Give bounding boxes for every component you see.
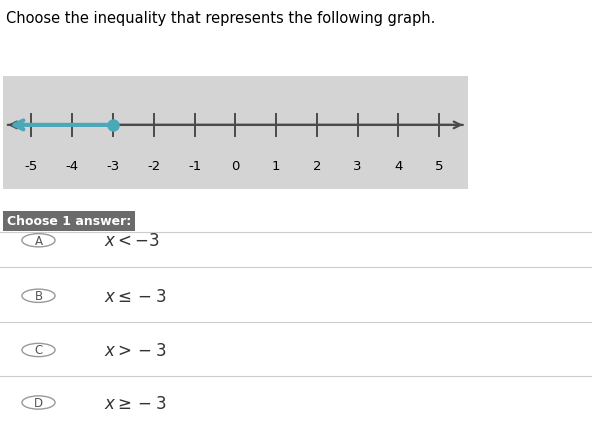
Text: -1: -1	[188, 159, 201, 173]
Text: Choose 1 answer:: Choose 1 answer:	[7, 215, 131, 228]
Text: $x \leq -3$: $x \leq -3$	[104, 287, 166, 305]
Text: 4: 4	[394, 159, 403, 173]
Text: $x > -3$: $x > -3$	[104, 341, 166, 359]
Text: 2: 2	[313, 159, 321, 173]
Text: C: C	[34, 344, 43, 357]
Text: B: B	[34, 290, 43, 302]
Text: D: D	[34, 396, 43, 409]
Text: 3: 3	[353, 159, 362, 173]
Text: $x < -3$: $x < -3$	[104, 232, 159, 250]
Text: -3: -3	[107, 159, 120, 173]
Text: 5: 5	[435, 159, 443, 173]
Text: -4: -4	[66, 159, 79, 173]
Text: Choose the inequality that represents the following graph.: Choose the inequality that represents th…	[6, 11, 435, 26]
Text: -5: -5	[25, 159, 38, 173]
Text: A: A	[34, 234, 43, 247]
Text: 0: 0	[231, 159, 240, 173]
Text: 1: 1	[272, 159, 281, 173]
Text: -2: -2	[147, 159, 160, 173]
Text: $x \geq -3$: $x \geq -3$	[104, 394, 166, 412]
